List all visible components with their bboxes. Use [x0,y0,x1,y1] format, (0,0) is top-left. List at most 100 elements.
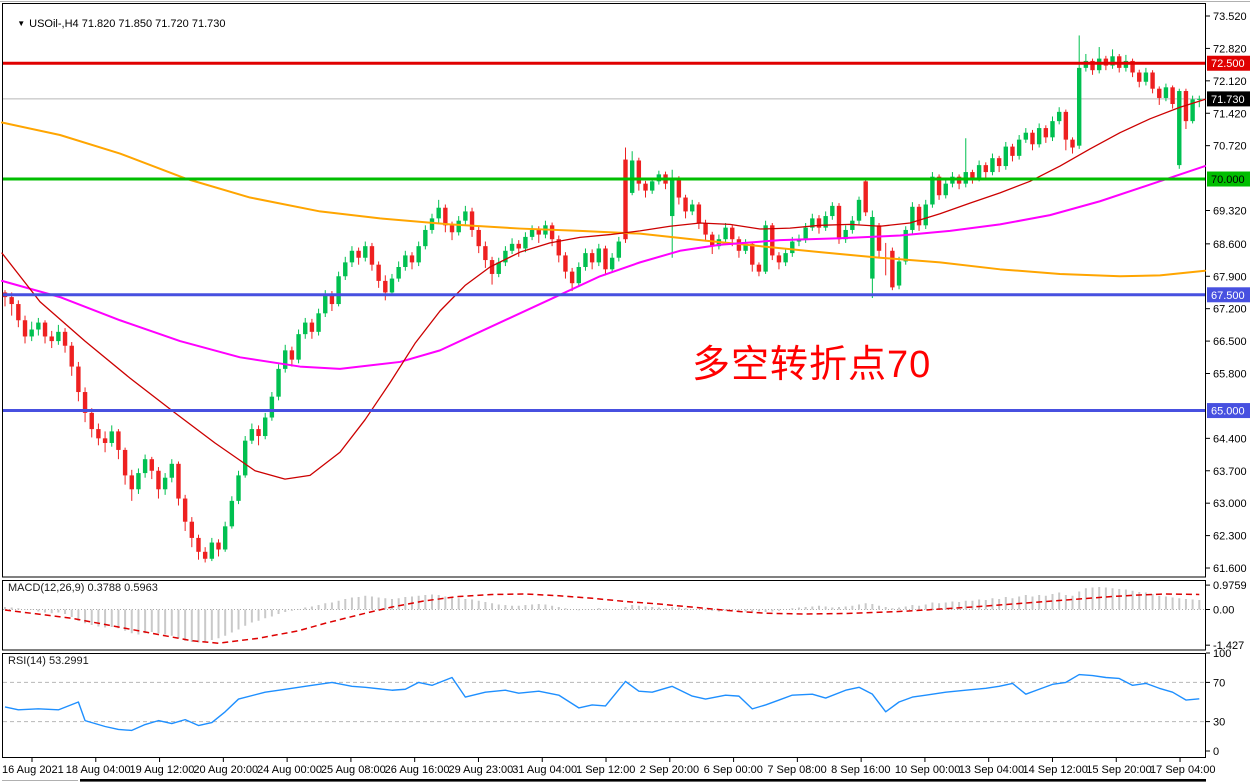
macd-indicator[interactable]: 0.9759 0.00 -1.427 [3,580,1247,652]
candle-body [1163,87,1169,98]
candle-body [463,211,468,221]
scrollbar-thumb[interactable] [80,779,1206,782]
main-chart-panel[interactable] [2,3,1206,578]
candle-body [209,542,215,559]
ma-orange-line [1,121,1206,278]
candle-body [583,253,588,268]
candle-body [509,243,515,251]
price-tick-label: 67.900 [1213,271,1247,283]
price-axis[interactable]: 73.520 72.820 72.120 71.420 70.720 69.320 68.6… [1206,11,1250,575]
candle-body [409,255,415,263]
candle-body [329,294,335,305]
candle-body [549,225,555,240]
candle-body [1050,121,1055,138]
candle-body [496,262,501,274]
rsi-indicator[interactable]: 100 70 30 0 [3,648,1231,758]
candle-body [242,440,248,476]
candle-body [503,250,508,263]
price-tick-label: 71.420 [1213,108,1247,120]
time-label: 24 Aug 00:00 [257,764,322,776]
candle-body [623,159,628,240]
candle-body [176,463,181,499]
candle-body [16,304,21,321]
candle-body [589,253,595,263]
candle-body [369,246,375,265]
candle-body [810,218,815,228]
candle-body [843,229,848,240]
candle-body [576,267,581,284]
candle-body [189,521,195,538]
candle-body [129,475,134,490]
candle-body [996,158,1002,167]
candle-body [636,160,642,184]
time-label: 6 Sep 00:00 [704,764,763,776]
candle-body [696,204,702,224]
macd-tick-label: -1.427 [1213,640,1244,652]
candle-body [423,229,428,247]
candle-body [22,320,28,337]
candle-body [1183,91,1189,122]
price-tick-label: 72.820 [1213,43,1247,55]
candle-body [1036,128,1042,145]
candle-body [309,322,315,332]
candle-body [569,271,575,284]
candle-body [863,181,868,213]
price-tick-label: 63.700 [1213,466,1247,478]
candle-body [923,204,928,226]
candle-body [269,396,275,418]
price-tick-label: 61.600 [1213,563,1247,575]
candle-body [363,246,368,258]
candle-body [803,227,808,240]
candle-body [1110,56,1115,66]
price-tick-label: 72.120 [1213,76,1247,88]
candle-body [196,537,201,552]
candle-body [743,243,748,251]
candle-body [1143,72,1149,82]
price-tick-label: 62.300 [1213,531,1247,543]
candle-body [276,368,281,397]
symbol-dropdown-icon[interactable]: ▼ [17,19,26,28]
candle-body [82,392,88,413]
candle-body [202,551,208,559]
h-scrollbar[interactable] [2,779,1206,782]
candle-body [723,227,728,240]
time-label: 16 Aug 2021 [2,764,64,776]
candle-body [389,278,395,293]
macd-tick-label: 0.00 [1213,605,1234,617]
candle-body [76,366,81,393]
candle-body [169,463,174,478]
candle-body [790,241,795,254]
time-label: 2 Sep 20:00 [640,764,699,776]
candle-body [910,206,915,230]
candle-body [403,255,408,268]
time-label: 26 Aug 16:00 [385,764,450,776]
time-label: 7 Sep 08:00 [767,764,826,776]
macd-panel[interactable] [2,580,1206,651]
candle-body [756,264,762,272]
ma-red-line [1,98,1206,480]
candle-body [830,205,835,217]
macd-signal-line [4,593,1200,644]
candle-body [983,165,988,173]
candle-body [850,220,855,230]
candle-body [649,181,655,191]
candle-body [750,243,755,265]
candle-body [449,225,455,233]
rsi-line [4,673,1200,732]
candles-group[interactable] [2,35,1202,563]
symbol-title-bar[interactable]: ▼ USOil-,H4 71.820 71.850 71.720 71.730 [5,6,225,42]
price-tick-label: 63.000 [1213,498,1247,510]
price-badge-71.730 [1207,91,1250,107]
candle-body [1016,139,1022,156]
candle-body [1030,132,1035,145]
candle-body [443,207,448,226]
time-label: 15 Sep 20:00 [1086,764,1151,776]
candle-body [890,250,895,288]
price-badge-label: 72.500 [1211,58,1245,70]
candle-body [643,183,648,191]
price-badge-label: 71.730 [1211,94,1245,106]
price-tick-label: 64.400 [1213,433,1247,445]
